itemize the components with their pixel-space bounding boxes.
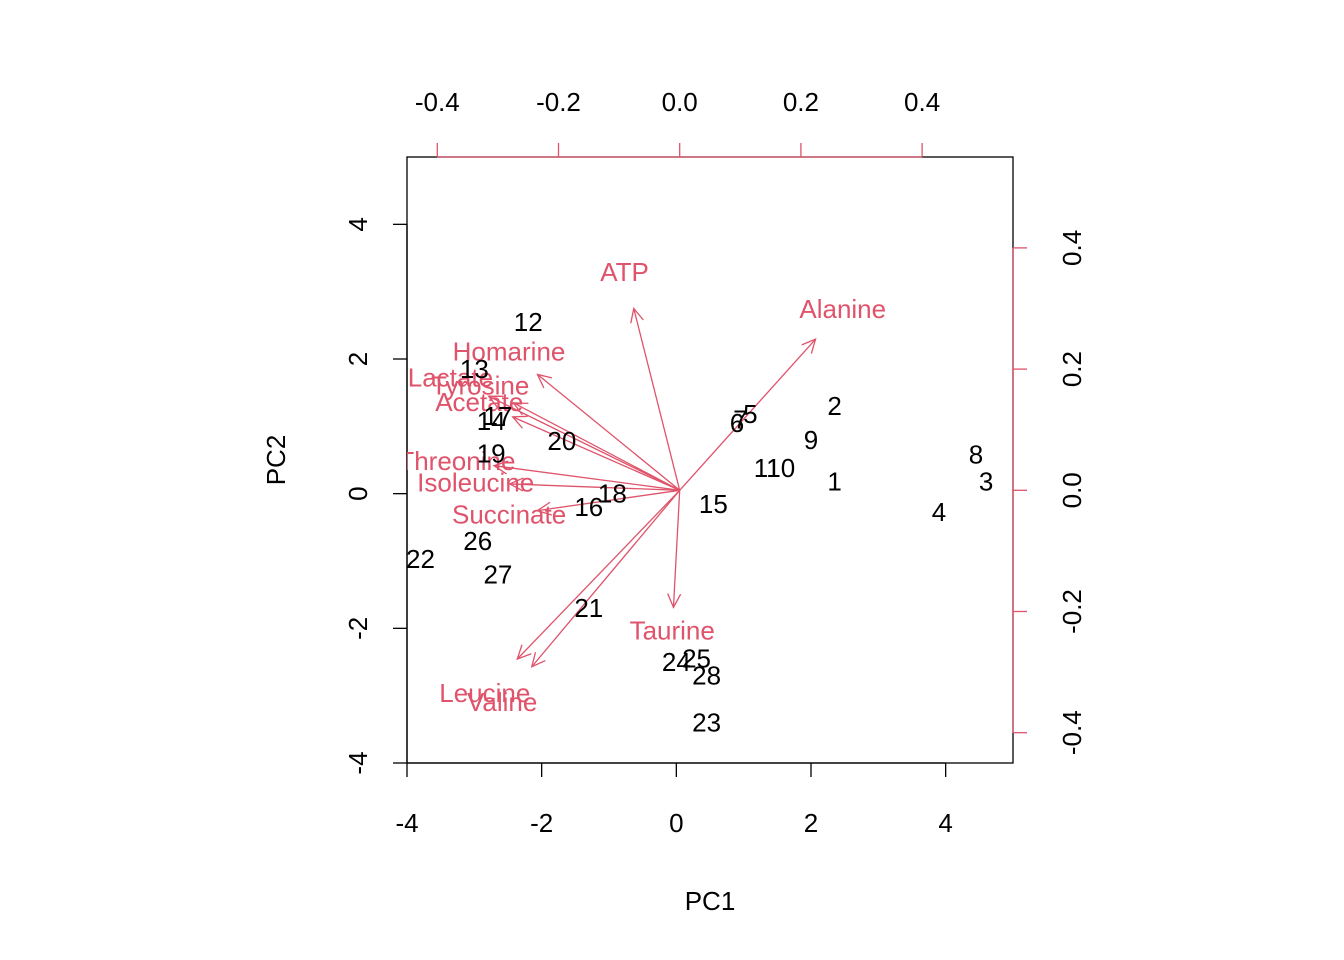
x-tick-label: 2	[804, 808, 818, 838]
variable-label: Threonine	[398, 446, 515, 476]
variable-arrow	[493, 465, 680, 491]
top-tick-label: 0.2	[783, 87, 819, 117]
top-tick-label: -0.4	[415, 87, 460, 117]
right-tick-label: 0.4	[1057, 230, 1087, 266]
variable-arrow	[509, 483, 680, 491]
observation-label: 20	[547, 426, 576, 456]
variable-label: Lactate	[408, 362, 493, 392]
variable-arrow	[672, 490, 681, 608]
variable-arrowhead	[536, 373, 553, 389]
y-tick-label: -4	[343, 751, 373, 774]
top-tick-label: 0.0	[662, 87, 698, 117]
observation-label: 27	[483, 559, 512, 589]
variable-arrow	[516, 489, 681, 660]
observation-label: 17	[483, 401, 512, 431]
y-axis-title: PC2	[261, 435, 291, 486]
variable-arrowhead	[511, 415, 528, 429]
right-tick-label: 0.2	[1057, 351, 1087, 387]
observation-label: 10	[766, 453, 795, 483]
observation-label: 8	[969, 440, 983, 470]
variable-arrow	[513, 402, 681, 491]
top-tick-label: -0.2	[536, 87, 581, 117]
variable-arrowhead	[801, 338, 817, 354]
observation-label: 21	[574, 593, 603, 623]
observation-label: 23	[692, 708, 721, 738]
observation-label: 28	[692, 660, 721, 690]
variable-label: Alanine	[799, 294, 886, 324]
y-tick-label: 0	[343, 486, 373, 500]
y-tick-label: -2	[343, 617, 373, 640]
observation-label: 18	[598, 479, 627, 509]
observation-label: 22	[406, 544, 435, 574]
y-tick-label: 4	[343, 217, 373, 231]
variable-arrowhead	[536, 501, 553, 516]
right-tick-label: -0.2	[1057, 589, 1087, 634]
variable-arrow	[512, 416, 680, 491]
variable-label: Valine	[467, 687, 537, 717]
variable-arrowhead	[516, 644, 532, 661]
observation-label: 13	[460, 354, 489, 384]
observation-label: 19	[477, 438, 506, 468]
variable-arrowhead	[508, 477, 524, 492]
x-tick-label: 4	[938, 808, 952, 838]
observation-label: 3	[979, 467, 993, 497]
observation-label: 24	[662, 647, 691, 677]
observation-label: 6	[730, 408, 744, 438]
variable-arrow	[537, 373, 681, 491]
variable-arrowhead	[667, 593, 682, 609]
top-tick-label: 0.4	[904, 87, 940, 117]
observation-label: 26	[463, 526, 492, 556]
variable-label: Tyrosine	[431, 370, 529, 400]
observation-label: 14	[477, 406, 506, 436]
variable-arrow	[679, 338, 817, 491]
variable-arrows: ATP Alanine HomarineLactateTyrosineAcetate…	[398, 257, 886, 717]
variable-arrow	[633, 308, 681, 491]
variable-label: Homarine	[453, 336, 566, 366]
variable-label: Taurine	[630, 616, 715, 646]
variable-arrow	[531, 489, 681, 668]
observation-label: 15	[699, 489, 728, 519]
observation-label: 9	[804, 425, 818, 455]
observation-label: 25	[682, 644, 711, 674]
x-tick-label: -4	[395, 808, 418, 838]
variable-label: Acetate	[435, 387, 523, 417]
right-tick-label: 0.0	[1057, 472, 1087, 508]
variable-arrowhead	[630, 307, 644, 324]
right-tick-label: -0.4	[1057, 710, 1087, 755]
variable-label: Leucine	[439, 678, 530, 708]
observation-label: 2	[827, 391, 841, 421]
observation-label: 16	[574, 492, 603, 522]
variable-label: Isoleucine	[417, 468, 534, 498]
variable-arrowhead	[512, 402, 529, 416]
observation-label: 4	[932, 497, 946, 527]
y-tick-label: 2	[343, 352, 373, 366]
observation-label: 7	[733, 405, 747, 435]
x-tick-label: 0	[669, 808, 683, 838]
observation-label: 1	[827, 467, 841, 497]
variable-label: ATP	[600, 257, 649, 287]
variable-arrowhead	[487, 395, 504, 409]
variable-arrowhead	[492, 460, 509, 475]
x-tick-label: -2	[530, 808, 553, 838]
variable-arrow	[537, 489, 680, 512]
variable-label: Succinate	[452, 500, 566, 530]
observation-label: 12	[514, 307, 543, 337]
observation-label: 11	[754, 453, 781, 483]
observation-label: 5	[743, 399, 757, 429]
variable-arrowhead	[530, 652, 546, 668]
x-axis-title: PC1	[685, 886, 736, 916]
